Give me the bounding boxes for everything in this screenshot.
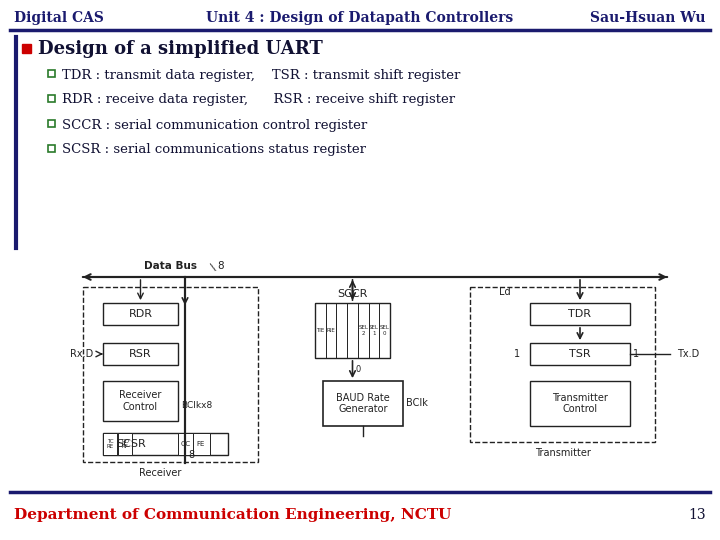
Text: 13: 13: [688, 508, 706, 522]
Bar: [379, 303, 390, 358]
Bar: [530, 343, 630, 365]
Bar: [48, 95, 55, 102]
Text: FE: FE: [197, 441, 205, 447]
Bar: [347, 303, 358, 358]
Text: RIE: RIE: [327, 328, 336, 333]
Text: Department of Communication Engineering, NCTU: Department of Communication Engineering,…: [14, 508, 451, 522]
Text: RDR: RDR: [128, 309, 153, 319]
Bar: [48, 145, 55, 152]
Text: SEL
1: SEL 1: [369, 325, 379, 336]
Text: Sau-Hsuan Wu: Sau-Hsuan Wu: [590, 11, 706, 25]
Text: 0: 0: [356, 366, 361, 375]
Bar: [470, 287, 655, 442]
Bar: [369, 303, 379, 358]
Bar: [178, 433, 195, 455]
Bar: [48, 70, 55, 77]
Text: \: \: [210, 262, 217, 273]
Bar: [530, 381, 630, 426]
Text: SCSR: SCSR: [116, 439, 146, 449]
Text: Receiver
Control: Receiver Control: [120, 390, 162, 412]
Bar: [336, 303, 347, 358]
Text: BCIkx8: BCIkx8: [181, 402, 212, 410]
Text: Rx.D: Rx.D: [70, 349, 94, 359]
Text: SEL
0: SEL 0: [379, 325, 390, 336]
Text: BCIk: BCIk: [406, 399, 428, 408]
Text: SCCR: SCCR: [337, 289, 368, 299]
Text: Data Bus: Data Bus: [143, 261, 197, 271]
Bar: [325, 303, 336, 358]
Bar: [193, 433, 210, 455]
Text: TDR: TDR: [569, 309, 592, 319]
Bar: [118, 433, 132, 455]
Text: 8: 8: [217, 261, 224, 271]
Text: Unit 4 : Design of Datapath Controllers: Unit 4 : Design of Datapath Controllers: [207, 11, 513, 25]
Text: 8: 8: [188, 450, 194, 460]
Text: 1: 1: [633, 349, 639, 359]
Bar: [103, 433, 228, 455]
Bar: [103, 381, 178, 421]
Text: RSR: RSR: [129, 349, 152, 359]
Bar: [530, 303, 630, 325]
Text: RDR : receive data register,      RSR : receive shift register: RDR : receive data register, RSR : recei…: [62, 93, 455, 106]
Text: Transmitter: Transmitter: [534, 448, 590, 458]
Bar: [103, 343, 178, 365]
Text: Ld: Ld: [499, 287, 510, 297]
Text: OC: OC: [181, 441, 191, 447]
Text: Tx.D: Tx.D: [677, 349, 699, 359]
Bar: [323, 381, 403, 426]
Bar: [22, 44, 31, 53]
Text: BAUD Rate
Generator: BAUD Rate Generator: [336, 393, 390, 414]
Bar: [358, 303, 369, 358]
Text: Digital CAS: Digital CAS: [14, 11, 104, 25]
Text: Receiver: Receiver: [139, 468, 181, 478]
Text: SEL
2: SEL 2: [359, 325, 368, 336]
Bar: [315, 303, 390, 358]
Bar: [315, 303, 325, 358]
Text: TC
RE: TC RE: [107, 438, 114, 449]
Text: TIE: TIE: [316, 328, 325, 333]
Text: TDR : transmit data register,    TSR : transmit shift register: TDR : transmit data register, TSR : tran…: [62, 69, 460, 82]
Bar: [48, 120, 55, 127]
Text: SCSR : serial communications status register: SCSR : serial communications status regi…: [62, 144, 366, 157]
Bar: [103, 303, 178, 325]
Text: TSR: TSR: [570, 349, 591, 359]
Text: Transmitter
Control: Transmitter Control: [552, 393, 608, 414]
Bar: [83, 287, 258, 462]
Text: SCCR : serial communication control register: SCCR : serial communication control regi…: [62, 118, 367, 132]
Text: RD
RF: RD RF: [121, 438, 129, 449]
Text: Design of a simplified UART: Design of a simplified UART: [38, 40, 323, 58]
Text: 1: 1: [514, 349, 520, 359]
Bar: [103, 433, 117, 455]
